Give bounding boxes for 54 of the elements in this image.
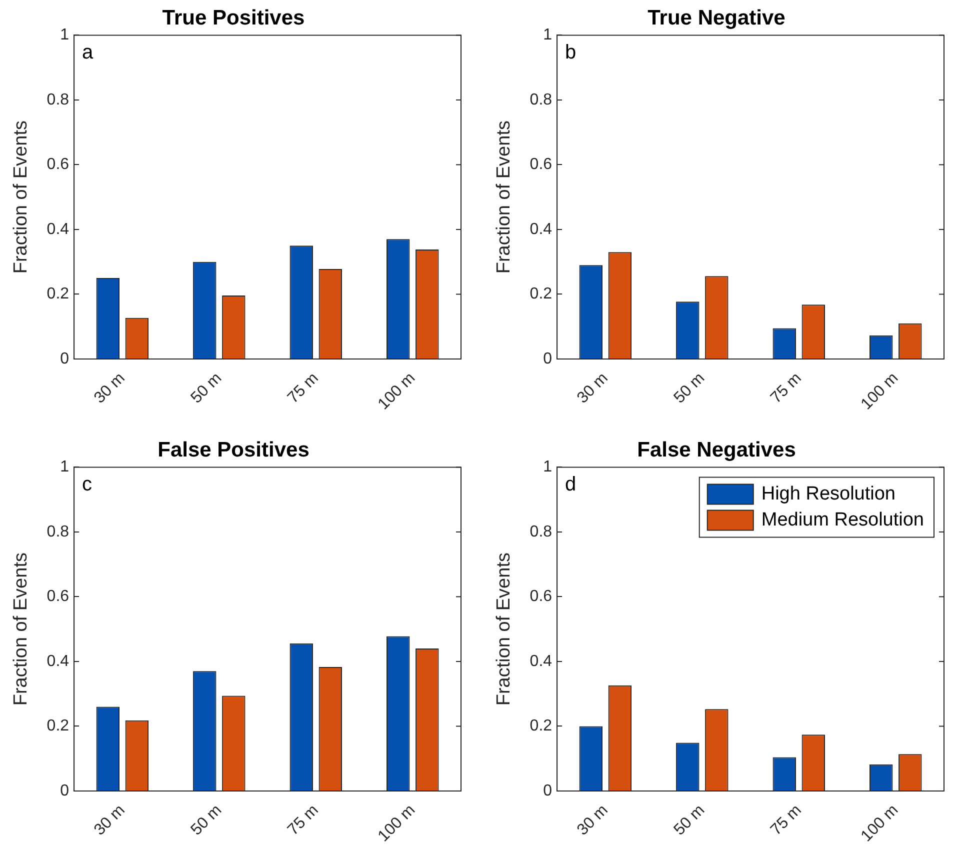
x-tick-label: 100 m <box>858 370 902 414</box>
y-tick-label: 0 <box>60 782 70 800</box>
y-axis-title: Fraction of Events <box>494 120 515 274</box>
y-tick-label: 0.8 <box>530 91 552 108</box>
y-tick-label: 0.8 <box>46 523 70 540</box>
y-axis-title: Fraction of Events <box>494 552 515 706</box>
x-tick-label: 30 m <box>91 370 128 407</box>
y-tick-label: 0.6 <box>530 588 552 606</box>
y-tick-label: 0.8 <box>530 523 552 540</box>
y-tick-label: 0.2 <box>46 718 70 735</box>
y-tick-label: 0.4 <box>530 652 552 670</box>
y-tick-label: 0.4 <box>46 220 70 238</box>
y-tick-label: 0.6 <box>46 156 70 174</box>
y-tick-label: 1 <box>543 458 552 476</box>
chart-title: False Negatives <box>637 438 796 462</box>
y-tick-label: 0 <box>543 350 552 368</box>
x-tick-label: 50 m <box>670 802 708 839</box>
x-tick-label: 30 m <box>574 802 612 839</box>
x-tick-label: 100 m <box>375 370 419 414</box>
y-tick-label: 0.4 <box>46 652 70 670</box>
annotation: d <box>565 474 576 496</box>
y-tick-label: 0 <box>543 782 552 800</box>
x-tick-label: 30 m <box>574 370 612 407</box>
x-tick-label: 75 m <box>284 370 322 407</box>
y-tick-label: 0.2 <box>46 286 70 303</box>
y-axis-title: Fraction of Events <box>10 120 32 274</box>
annotation: a <box>82 42 94 64</box>
chart-title: False Positives <box>158 438 310 462</box>
chart-title: True Positives <box>162 6 305 30</box>
annotation: c <box>82 474 92 496</box>
y-tick-label: 0 <box>60 350 70 368</box>
y-axis-title: Fraction of Events <box>10 552 32 706</box>
y-tick-label: 0.8 <box>46 91 70 108</box>
y-tick-label: 0.6 <box>530 156 552 174</box>
y-tick-label: 1 <box>60 26 70 44</box>
x-tick-label: 75 m <box>768 370 805 407</box>
y-tick-label: 0.2 <box>530 718 552 735</box>
x-tick-label: 50 m <box>670 370 708 407</box>
x-tick-label: 75 m <box>768 802 805 839</box>
legend-label: High Resolution <box>761 483 896 504</box>
y-tick-label: 0.6 <box>46 588 70 606</box>
x-tick-label: 30 m <box>91 802 128 839</box>
y-tick-label: 0.4 <box>530 220 552 238</box>
chart-title: True Negative <box>648 6 786 30</box>
x-tick-label: 75 m <box>284 802 322 839</box>
x-tick-label: 50 m <box>188 370 226 407</box>
legend-label: Medium Resolution <box>761 509 924 530</box>
y-tick-label: 1 <box>60 458 70 476</box>
x-tick-label: 100 m <box>375 802 419 846</box>
annotation: b <box>565 42 576 64</box>
x-tick-label: 50 m <box>188 802 226 839</box>
y-tick-label: 1 <box>543 26 552 44</box>
x-tick-label: 100 m <box>858 802 902 846</box>
y-tick-label: 0.2 <box>530 286 552 303</box>
